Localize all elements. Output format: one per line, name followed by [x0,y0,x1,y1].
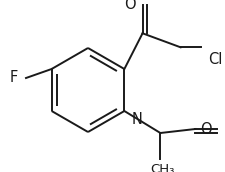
Text: N: N [131,112,142,127]
Text: O: O [199,122,211,137]
Text: CH₃: CH₃ [150,163,174,172]
Text: O: O [124,0,135,12]
Text: F: F [10,71,18,85]
Text: Cl: Cl [207,52,221,67]
